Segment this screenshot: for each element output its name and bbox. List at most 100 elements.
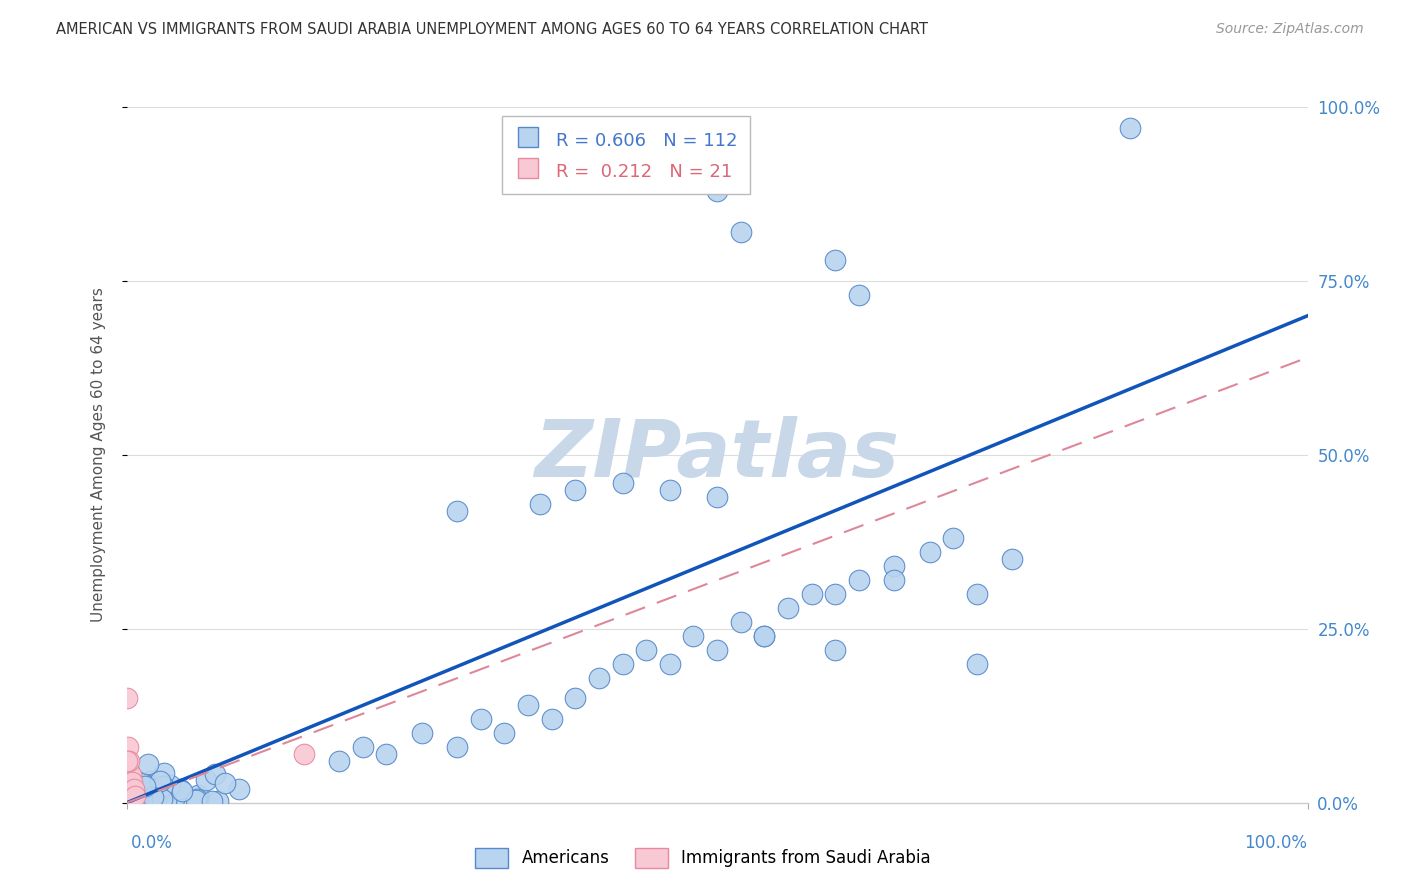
- Point: [207, 794, 229, 808]
- Point: [159, 778, 181, 792]
- Point: [194, 772, 217, 787]
- Point: [122, 795, 145, 809]
- Point: [125, 779, 148, 793]
- Point: [132, 787, 155, 801]
- Point: [612, 657, 634, 671]
- Point: [142, 779, 165, 793]
- Point: [564, 483, 586, 497]
- Point: [122, 796, 145, 810]
- Point: [134, 784, 156, 798]
- Point: [131, 794, 153, 808]
- Point: [150, 792, 173, 806]
- Point: [120, 781, 142, 796]
- Text: AMERICAN VS IMMIGRANTS FROM SAUDI ARABIA UNEMPLOYMENT AMONG AGES 60 TO 64 YEARS : AMERICAN VS IMMIGRANTS FROM SAUDI ARABIA…: [56, 22, 928, 37]
- Point: [118, 781, 141, 796]
- Legend: Americans, Immigrants from Saudi Arabia: Americans, Immigrants from Saudi Arabia: [468, 841, 938, 875]
- Legend: R = 0.606   N = 112, R =  0.212   N = 21: R = 0.606 N = 112, R = 0.212 N = 21: [502, 116, 749, 194]
- Point: [682, 629, 704, 643]
- Point: [156, 782, 179, 797]
- Point: [848, 573, 870, 587]
- Point: [658, 657, 681, 671]
- Point: [117, 784, 139, 798]
- Point: [966, 657, 988, 671]
- Point: [138, 779, 160, 793]
- Point: [517, 698, 540, 713]
- Point: [658, 483, 681, 497]
- Point: [824, 587, 846, 601]
- Point: [201, 794, 224, 808]
- Point: [117, 771, 139, 785]
- Point: [146, 788, 169, 802]
- Point: [115, 781, 138, 796]
- Point: [883, 573, 905, 587]
- Point: [446, 740, 468, 755]
- Point: [636, 642, 658, 657]
- Point: [824, 253, 846, 268]
- Point: [141, 796, 163, 810]
- Y-axis label: Unemployment Among Ages 60 to 64 years: Unemployment Among Ages 60 to 64 years: [91, 287, 105, 623]
- Point: [204, 766, 226, 780]
- Point: [115, 691, 138, 706]
- Point: [115, 775, 138, 789]
- Point: [848, 288, 870, 302]
- Point: [153, 766, 176, 780]
- Point: [135, 791, 157, 805]
- Point: [127, 793, 149, 807]
- Point: [824, 642, 846, 657]
- Point: [122, 789, 145, 804]
- Point: [564, 691, 586, 706]
- Point: [118, 791, 141, 805]
- Text: Source: ZipAtlas.com: Source: ZipAtlas.com: [1216, 22, 1364, 37]
- Point: [328, 754, 350, 768]
- Point: [612, 475, 634, 490]
- Point: [529, 497, 551, 511]
- Point: [145, 794, 167, 808]
- Point: [148, 794, 170, 808]
- Point: [120, 775, 142, 789]
- Point: [117, 780, 139, 795]
- Point: [1001, 552, 1024, 566]
- Point: [134, 777, 156, 791]
- Point: [152, 779, 174, 793]
- Point: [115, 796, 138, 810]
- Point: [883, 559, 905, 574]
- Point: [120, 789, 142, 803]
- Point: [138, 780, 160, 794]
- Point: [169, 782, 191, 797]
- Point: [115, 754, 138, 768]
- Point: [131, 775, 153, 789]
- Text: ZIPatlas: ZIPatlas: [534, 416, 900, 494]
- Point: [125, 791, 148, 805]
- Point: [136, 794, 159, 808]
- Point: [375, 747, 398, 761]
- Text: 100.0%: 100.0%: [1244, 834, 1308, 852]
- Point: [115, 768, 138, 782]
- Point: [117, 775, 139, 789]
- Point: [411, 726, 433, 740]
- Point: [800, 587, 823, 601]
- Point: [186, 793, 208, 807]
- Point: [132, 792, 155, 806]
- Point: [129, 786, 152, 800]
- Point: [118, 768, 141, 782]
- Point: [163, 790, 186, 805]
- Point: [121, 784, 143, 798]
- Point: [540, 712, 562, 726]
- Point: [118, 754, 141, 768]
- Point: [121, 789, 143, 803]
- Point: [135, 789, 157, 804]
- Point: [142, 789, 165, 804]
- Point: [121, 775, 143, 789]
- Point: [470, 712, 492, 726]
- Point: [120, 789, 142, 803]
- Point: [129, 778, 152, 792]
- Point: [942, 532, 965, 546]
- Point: [115, 789, 138, 803]
- Point: [153, 789, 176, 804]
- Point: [118, 776, 141, 790]
- Point: [128, 795, 150, 809]
- Point: [134, 780, 156, 794]
- Point: [134, 789, 156, 804]
- Point: [124, 782, 146, 797]
- Point: [129, 789, 152, 804]
